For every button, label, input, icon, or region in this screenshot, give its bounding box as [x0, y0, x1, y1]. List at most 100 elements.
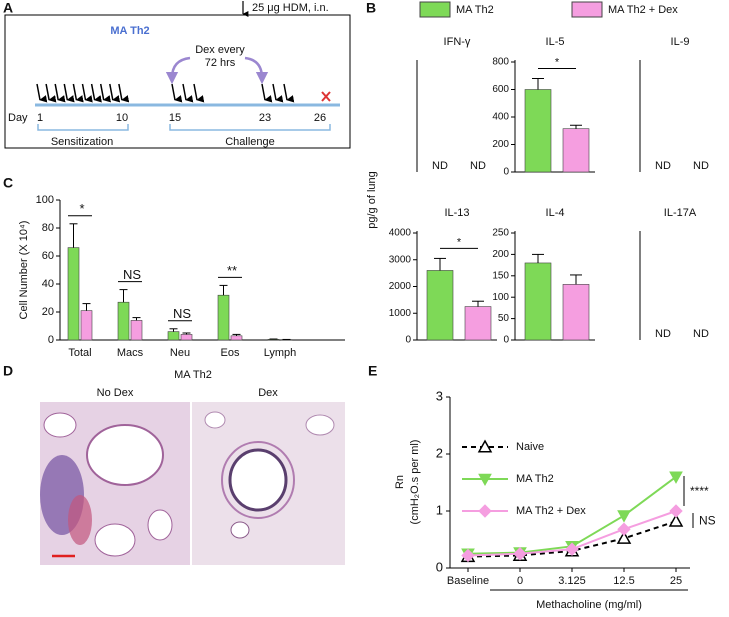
- marker: [669, 504, 683, 518]
- histology-caption: No Dex: [97, 387, 134, 399]
- significance-label: **: [227, 263, 237, 278]
- histology-image: [40, 402, 190, 565]
- dose-arrow: [171, 83, 183, 103]
- subplot-title: IL-13: [444, 207, 469, 219]
- y-tick-label: 80: [42, 222, 54, 234]
- x-tick-label: 12.5: [613, 575, 634, 587]
- x-tick-label: 25: [670, 575, 682, 587]
- subplot-title: IL-5: [546, 36, 565, 48]
- significance-label: *: [79, 201, 84, 216]
- dex-note: 72 hrs: [205, 57, 236, 69]
- legend-marker: [478, 473, 492, 487]
- panel-label: E: [368, 363, 377, 379]
- subplot-title: IL-9: [671, 36, 690, 48]
- y-axis-label: (cmH₂O.s per ml): [409, 440, 421, 525]
- value-label: ND: [432, 160, 448, 172]
- y-tick-label: 20: [42, 306, 54, 318]
- subplot-title: IFN-γ: [444, 36, 471, 48]
- dose-arrow: [193, 83, 205, 103]
- y-tick-label: 3000: [389, 254, 412, 265]
- marker: [668, 513, 684, 527]
- error-bar: [532, 253, 544, 263]
- phase-label: Sensitization: [51, 136, 113, 148]
- timeline-frame: [4, 14, 351, 149]
- error-bar: [132, 317, 141, 321]
- error-bar: [169, 328, 178, 332]
- error-bar: [232, 333, 241, 336]
- phase-label: Challenge: [225, 136, 275, 148]
- dose-arrow: [109, 83, 121, 103]
- legend-label: MA Th2 + Dex: [516, 505, 586, 517]
- y-tick-label: 200: [492, 249, 509, 260]
- bar: [562, 284, 590, 341]
- y-tick-label: 1: [436, 502, 443, 517]
- y-tick-label: 600: [492, 84, 509, 95]
- dose-arrow: [90, 83, 102, 103]
- value-label: ND: [470, 160, 486, 172]
- x-tick-label: Eos: [221, 347, 240, 359]
- y-tick-label: 1000: [389, 308, 412, 319]
- dose-arrow: [272, 83, 284, 103]
- dose-arrow: [283, 83, 295, 103]
- x-tick-label: 3.125: [558, 575, 586, 587]
- end-mark: [321, 91, 331, 102]
- dose-arrow: [118, 83, 130, 103]
- significance-label: NS: [173, 306, 191, 321]
- bar: [80, 310, 93, 341]
- legend-label: MA Th2: [516, 473, 554, 485]
- histology-caption: Dex: [258, 387, 278, 399]
- panel-label: A: [3, 0, 13, 16]
- legend-text: 25 μg HDM, i.n.: [252, 2, 329, 14]
- series-line: [467, 520, 677, 558]
- dose-arrow: [99, 83, 112, 103]
- x-tick-label: Total: [68, 347, 91, 359]
- bar: [67, 247, 80, 341]
- y-tick-label: 0: [48, 334, 54, 346]
- y-tick-label: 100: [36, 194, 54, 206]
- error-bar: [570, 274, 582, 285]
- marker: [669, 471, 683, 484]
- bar: [180, 334, 193, 341]
- day-number: 23: [259, 112, 271, 124]
- bar: [217, 294, 230, 341]
- value-label: ND: [655, 160, 671, 172]
- legend-label: MA Th2 + Dex: [608, 4, 678, 16]
- histology-image: [192, 402, 345, 565]
- bar: [117, 301, 130, 341]
- error-bar: [472, 300, 484, 307]
- dex-arrow: [244, 56, 269, 85]
- y-tick-label: 40: [42, 278, 54, 290]
- error-bar: [182, 332, 191, 335]
- panel-label: B: [366, 0, 376, 16]
- x-tick-label: Macs: [117, 347, 144, 359]
- y-tick-label: 200: [492, 139, 509, 150]
- dose-arrow: [54, 83, 66, 103]
- x-tick-label: Baseline: [447, 575, 489, 587]
- bar: [426, 270, 454, 341]
- dose-arrow: [45, 83, 57, 103]
- x-tick-label: 0: [517, 575, 523, 587]
- marker: [617, 510, 631, 523]
- marker: [461, 548, 475, 563]
- bar: [167, 331, 180, 341]
- dose-arrow: [36, 83, 48, 103]
- day-ticks: 1 10 15 23 26: [37, 112, 326, 124]
- y-tick-label: 60: [42, 250, 54, 262]
- y-tick-label: 3: [436, 388, 443, 403]
- phase-bracket: [37, 124, 129, 131]
- timeline-panel: A 25 μg HDM, i.n. MA Th2 Dex every 72 hr…: [3, 0, 351, 149]
- marker: [565, 542, 579, 556]
- bar: [524, 89, 552, 173]
- value-label: ND: [693, 160, 709, 172]
- x-tick-label: Lymph: [264, 347, 297, 359]
- histology-panel: D MA Th2 No Dex Dex: [3, 363, 345, 565]
- significance-label: ****: [690, 484, 709, 498]
- dose-arrow: [72, 83, 84, 103]
- y-tick-label: 0: [405, 335, 411, 346]
- value-label: ND: [655, 328, 671, 340]
- legend-marker: [478, 504, 492, 518]
- dose-arrows: [36, 83, 295, 103]
- x-tick-label: Neu: [170, 347, 190, 359]
- day-number: 1: [37, 112, 43, 124]
